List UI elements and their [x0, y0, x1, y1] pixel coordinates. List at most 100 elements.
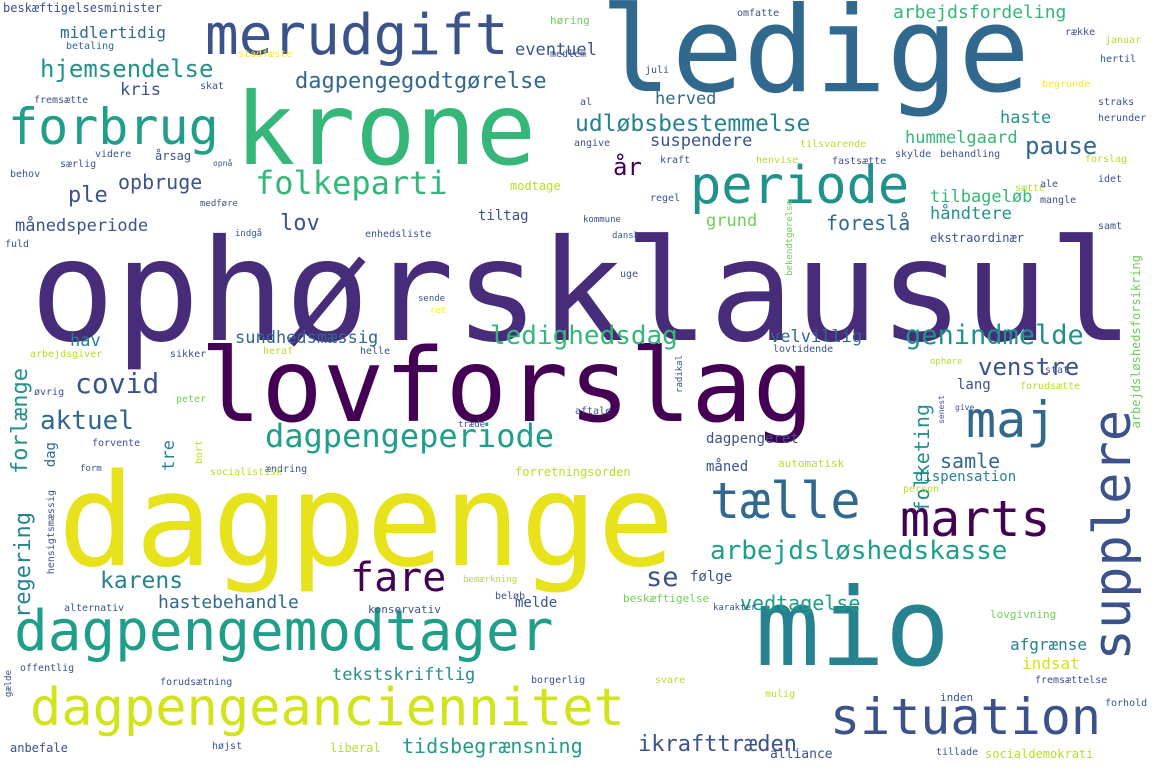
- word-dagpengeperiode: dagpengeperiode: [265, 417, 554, 455]
- word-arbejdsloeshedskasse: arbejdsløshedskasse: [710, 536, 1008, 566]
- word-forudsaette: forudsætte: [1020, 381, 1081, 392]
- word-indsat: indsat: [1022, 654, 1080, 673]
- word-begrunde: begrunde: [1042, 79, 1091, 90]
- word-idet: idet: [1098, 174, 1123, 185]
- word-bekendtgoerelse: bekendtgørelse: [785, 200, 795, 276]
- word-socialdemokrati: socialdemokrati: [985, 747, 1094, 761]
- word-hensigtsmaessig: hensigtsmæssig: [46, 490, 57, 575]
- word-mangle: mangle: [1040, 195, 1077, 206]
- word-arbejdsfordeling: arbejdsfordeling: [893, 2, 1067, 23]
- word-karakter: karakter: [713, 603, 757, 613]
- word-folkeparti: folkeparti: [255, 164, 448, 202]
- word-heraf: heraf: [263, 346, 294, 357]
- word-beskaeftigelse: beskæftigelse: [623, 592, 710, 605]
- word-forvente: forvente: [92, 438, 141, 449]
- word-behov: behov: [10, 169, 41, 180]
- word-arbejdsloeshedsforsikring: arbejdsløshedsforsikring: [1129, 255, 1143, 429]
- word-dagpengeanciennitet: dagpengeanciennitet: [30, 678, 625, 738]
- word-suspendere: suspendere: [650, 131, 753, 151]
- word-inden: inden: [940, 691, 974, 704]
- word-forbrug: forbrug: [8, 98, 219, 156]
- word-haandtere: håndtere: [930, 204, 1012, 224]
- word-lovtidende: lovtidende: [773, 344, 834, 355]
- word-covid: covid: [75, 367, 160, 400]
- word-ret: ret: [430, 306, 447, 316]
- word-fare: fare: [350, 555, 447, 601]
- word-opnaa: opnå: [213, 159, 233, 168]
- word-lov: lov: [280, 211, 320, 236]
- word-bemaerkning: bemærkning: [463, 575, 518, 585]
- word-sende: sende: [418, 294, 446, 304]
- word-grund: grund: [706, 211, 758, 231]
- word-midlertidig: midlertidig: [60, 23, 166, 42]
- word-maj: maj: [966, 391, 1057, 449]
- word-tillade: tillade: [936, 747, 979, 758]
- word-marts: marts: [900, 490, 1051, 548]
- word-regering: regering: [11, 512, 36, 618]
- word-mulig: mulig: [765, 689, 796, 700]
- word-automatisk: automatisk: [778, 457, 845, 470]
- word-tiltag: tiltag: [478, 208, 529, 224]
- word-hoering: høring: [550, 14, 590, 27]
- word-straks: straks: [1098, 97, 1135, 108]
- word-haste: haste: [1000, 108, 1052, 128]
- word-tre: tre: [159, 440, 179, 471]
- word-dagpengeret: dagpengeret: [706, 431, 799, 447]
- word-al: al: [580, 97, 593, 108]
- word-indgaa: indgå: [235, 229, 263, 239]
- word-person: person: [903, 484, 940, 495]
- word-regel: regel: [650, 193, 681, 204]
- word-dansk: dansk: [612, 231, 640, 241]
- word-periode: periode: [690, 156, 910, 216]
- word-modtage: modtage: [510, 179, 561, 193]
- word-skat: skat: [200, 81, 225, 92]
- word-tilbageloeb: tilbageløb: [930, 187, 1033, 207]
- word-hertil: hertil: [1100, 54, 1137, 65]
- word-ophoere: ophøre: [930, 357, 963, 367]
- word-situation: situation: [830, 688, 1101, 746]
- word-krone: krone: [235, 71, 537, 188]
- word-svare: svare: [655, 675, 686, 686]
- word-supplere: supplere: [1083, 410, 1143, 661]
- word-forlaenge: forlænge: [8, 368, 33, 474]
- word-skylde: skylde: [895, 149, 932, 160]
- word-vedtagelse: vedtagelse: [740, 591, 861, 615]
- word-behandling: behandling: [940, 149, 1001, 160]
- word-offentlig: offentlig: [20, 663, 75, 674]
- word-dag: dag: [43, 442, 59, 468]
- word-peter: peter: [176, 394, 207, 405]
- word-juli: juli: [645, 65, 670, 76]
- word-lovforslag: lovforslag: [200, 327, 815, 446]
- word-omfatte: omfatte: [737, 8, 780, 19]
- word-alternativ: alternativ: [64, 603, 125, 614]
- word-udloebsbestemmelse: udløbsbestemmelse: [575, 111, 811, 137]
- word-hastebehandle: hastebehandle: [158, 592, 299, 613]
- word-aarsag: årsag: [155, 149, 192, 163]
- word-saerlig: særlig: [60, 159, 97, 170]
- word-dagpengegodtgoerelse: dagpengegodtgørelse: [295, 69, 547, 94]
- word-senest: senest: [937, 395, 946, 424]
- word-bort: bort: [194, 440, 205, 465]
- word-mio: mio: [755, 566, 951, 691]
- word-taelle: tælle: [710, 472, 861, 530]
- word-borgerlig: borgerlig: [531, 675, 586, 686]
- word-ledige: ledige: [600, 0, 1030, 120]
- word-genindmelde: genindmelde: [905, 320, 1084, 351]
- word-ledighedsdag: ledighedsdag: [490, 321, 678, 351]
- word-aar: år: [613, 153, 642, 181]
- word-fremsaettelse: fremsættelse: [1035, 675, 1108, 686]
- word-kommune: kommune: [583, 215, 621, 225]
- word-maaned: måned: [706, 459, 749, 475]
- word-kraft: kraft: [660, 155, 691, 166]
- word-sundhedsmaessig: sundhedsmæssig: [235, 328, 379, 348]
- word-ple: ple: [68, 183, 108, 208]
- word-ikrafttraeden: ikrafttræden: [638, 732, 797, 757]
- word-hav: hav: [70, 331, 101, 351]
- word-forudsaetning: forudsætning: [160, 677, 233, 688]
- word-medlem: medlem: [550, 49, 587, 60]
- word-arbejdsgiver: arbejdsgiver: [30, 349, 103, 360]
- word-pause: pause: [1025, 132, 1098, 160]
- word-januar: januar: [1105, 35, 1142, 46]
- word-lovgivning: lovgivning: [990, 608, 1057, 621]
